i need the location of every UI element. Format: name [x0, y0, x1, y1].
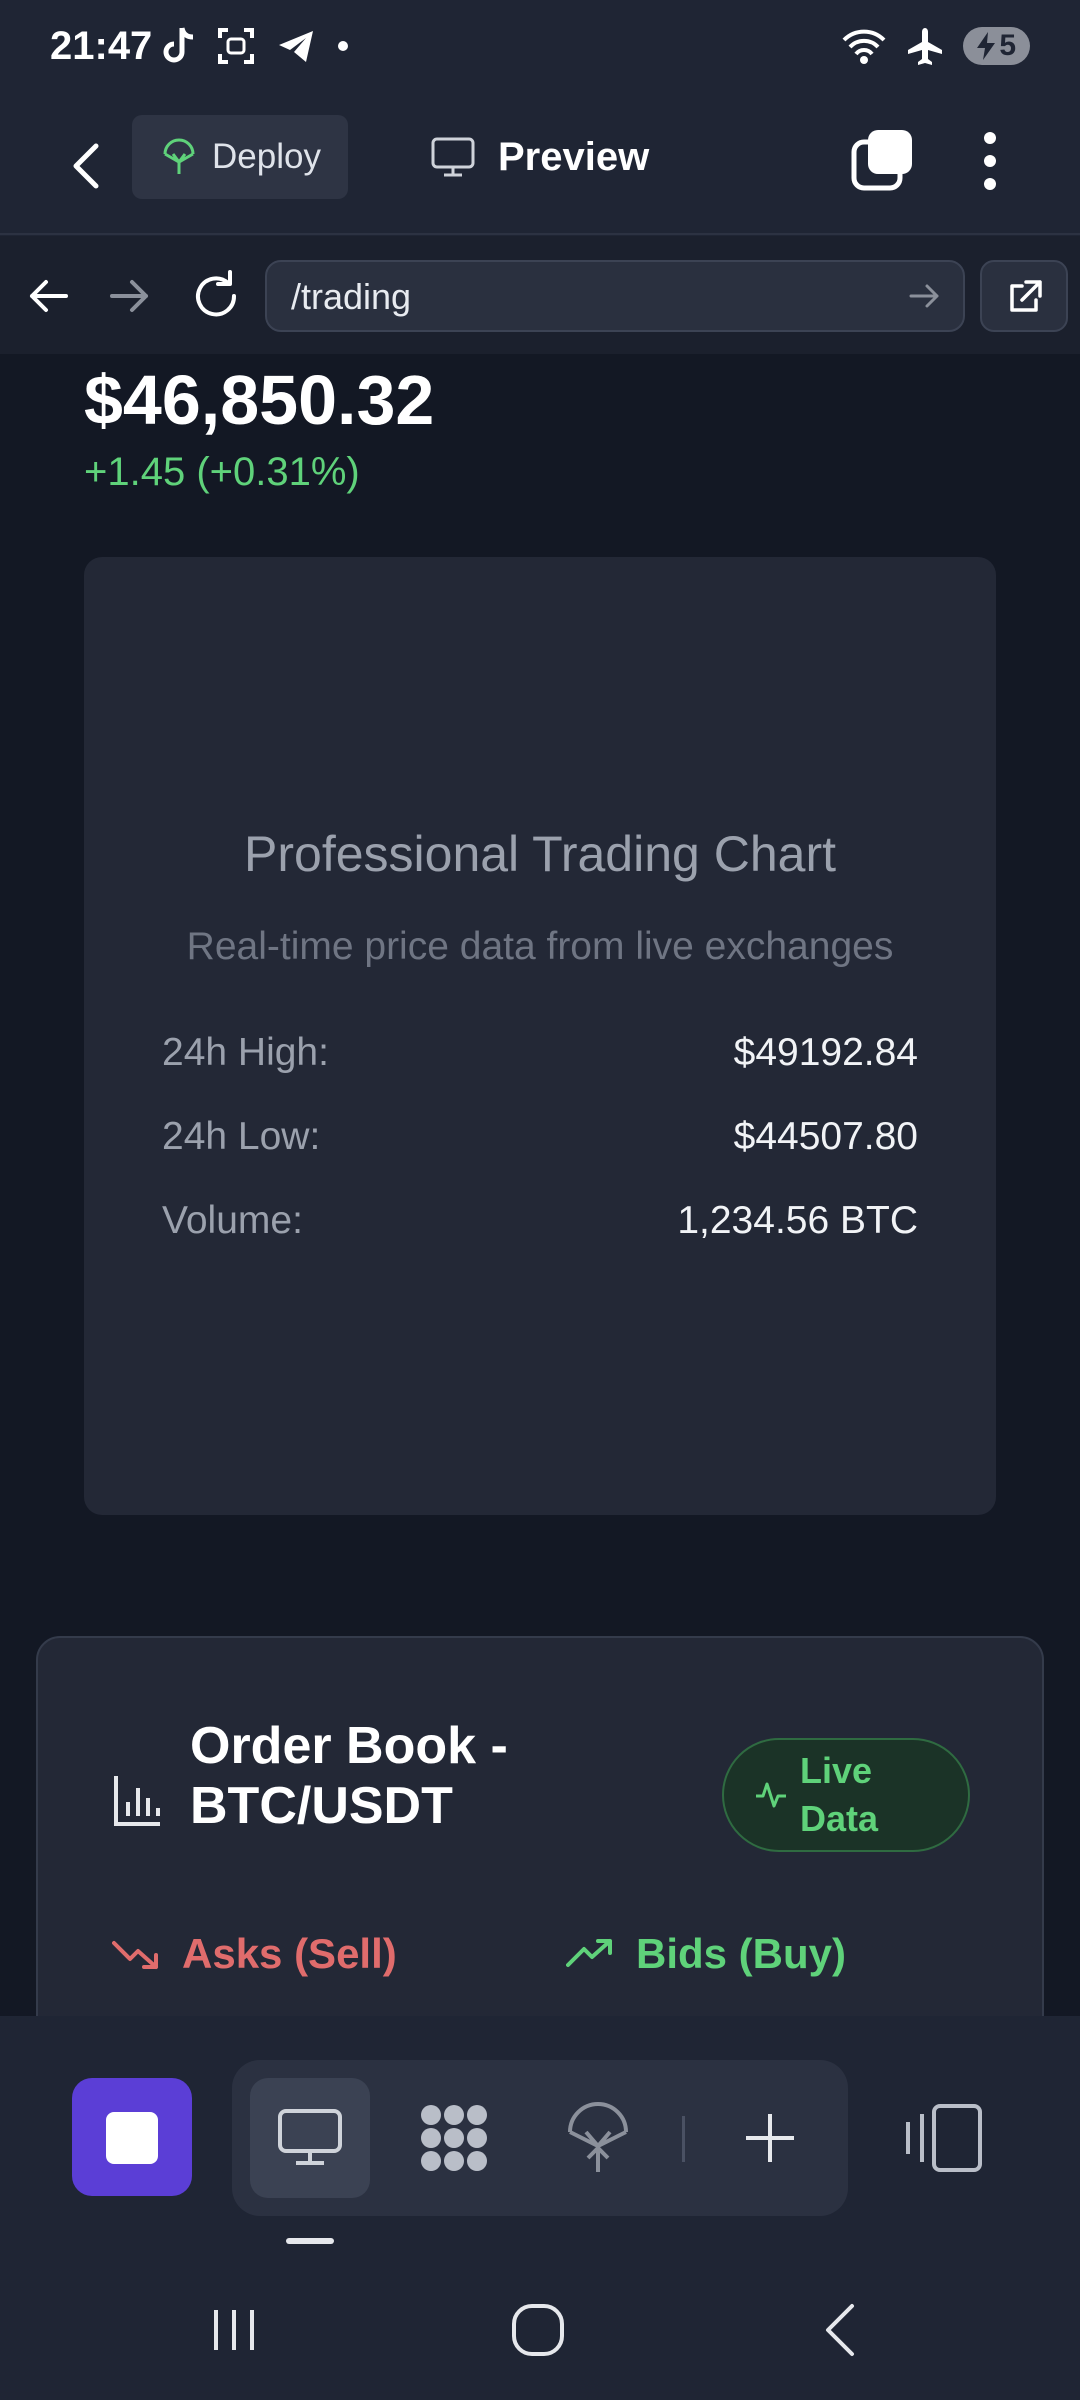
- recent-apps-icon[interactable]: [204, 2300, 264, 2360]
- system-nav-bar: [0, 2260, 1080, 2400]
- stop-icon: [106, 2112, 158, 2164]
- bar-chart-icon: [114, 1776, 160, 1826]
- trending-up-icon: [566, 1939, 612, 1967]
- airplane-icon: [908, 28, 943, 65]
- preview-label: Preview: [498, 134, 650, 179]
- live-data-label: Live Data: [800, 1750, 879, 1839]
- asks-label: Asks (Sell): [182, 1930, 397, 1977]
- dock-preview-tab[interactable]: [250, 2078, 370, 2198]
- status-bar: 21:47 5: [0, 0, 1080, 100]
- stat-row-volume: Volume: 1,234.56 BTC: [162, 1199, 918, 1243]
- plus-icon: [746, 2114, 794, 2162]
- active-tab-indicator: [286, 2238, 334, 2244]
- monitor-icon: [431, 137, 475, 177]
- stop-button[interactable]: [72, 2078, 192, 2196]
- stat-label: 24h High:: [162, 1031, 329, 1074]
- browser-forward-icon[interactable]: [100, 266, 160, 326]
- open-external-button[interactable]: [980, 260, 1068, 332]
- dock-deploy-tab[interactable]: [538, 2078, 658, 2198]
- divider: [0, 233, 1080, 235]
- dock-apps-tab[interactable]: [394, 2078, 514, 2198]
- stat-row-high: 24h High: $49192.84: [162, 1031, 918, 1075]
- deploy-icon: [163, 138, 195, 174]
- asks-header: Asks (Sell): [112, 1930, 397, 1978]
- stat-label: Volume:: [162, 1199, 303, 1242]
- deploy-button[interactable]: Deploy: [132, 115, 348, 199]
- live-data-badge: Live Data: [722, 1738, 970, 1852]
- wifi-icon: [842, 29, 886, 64]
- battery-level: 5: [999, 29, 1016, 62]
- trending-down-icon: [112, 1941, 158, 1969]
- screenshot-icon: [218, 28, 254, 64]
- stat-value: 1,234.56 BTC: [677, 1199, 918, 1242]
- dots-grid-icon: [421, 2105, 487, 2171]
- url-text: /trading: [291, 276, 412, 317]
- bids-header: Bids (Buy): [566, 1930, 846, 1978]
- order-book-title: Order Book - BTC/USDT: [190, 1717, 508, 1835]
- deploy-icon: [568, 2102, 628, 2172]
- preview-button[interactable]: Preview: [430, 115, 649, 199]
- browser-back-icon[interactable]: [18, 266, 78, 326]
- external-link-icon: [1010, 280, 1042, 312]
- tiktok-icon: [163, 27, 194, 63]
- reload-icon[interactable]: [186, 266, 246, 326]
- price-change: +1.45 (+0.31%): [84, 450, 360, 494]
- url-input[interactable]: /trading: [265, 260, 965, 332]
- system-back-icon[interactable]: [820, 2300, 860, 2360]
- charging-icon: [977, 32, 996, 60]
- browser-toolbar: /trading: [0, 236, 1080, 354]
- chart-title: Professional Trading Chart: [244, 826, 836, 882]
- go-arrow-icon[interactable]: [905, 276, 945, 316]
- status-system-icons: 5: [841, 26, 1030, 66]
- dock-separator: [682, 2116, 685, 2162]
- dock-add-button[interactable]: [710, 2078, 830, 2198]
- battery-indicator: 5: [963, 27, 1030, 65]
- stat-row-low: 24h Low: $44507.80: [162, 1115, 918, 1159]
- status-time: 21:47: [50, 24, 153, 68]
- activity-icon: [756, 1782, 786, 1808]
- bottom-dock: [0, 2016, 1080, 2400]
- app-bar: Deploy Preview: [0, 110, 1080, 230]
- current-price: $46,850.32: [84, 361, 435, 439]
- dot-icon: [338, 41, 348, 51]
- back-arrow-icon[interactable]: [60, 134, 116, 198]
- chart-subtitle: Real-time price data from live exchanges: [186, 925, 894, 968]
- status-notification-icons: [160, 26, 350, 66]
- dock-tools: [232, 2060, 848, 2216]
- top-chrome: 21:47 5 Deploy Preview: [0, 0, 1080, 354]
- tabs-icon[interactable]: [850, 128, 916, 194]
- home-icon[interactable]: [510, 2302, 566, 2358]
- device-switch-icon[interactable]: [900, 2100, 990, 2176]
- telegram-icon: [279, 31, 313, 62]
- stat-label: 24h Low:: [162, 1115, 321, 1158]
- stat-value: $44507.80: [733, 1115, 918, 1158]
- deploy-label: Deploy: [212, 137, 321, 176]
- monitor-icon: [278, 2109, 342, 2165]
- more-options-icon[interactable]: [965, 128, 1015, 194]
- bids-label: Bids (Buy): [636, 1930, 846, 1977]
- stat-value: $49192.84: [733, 1031, 918, 1074]
- trading-chart-card: Professional Trading Chart Real-time pri…: [84, 557, 996, 1515]
